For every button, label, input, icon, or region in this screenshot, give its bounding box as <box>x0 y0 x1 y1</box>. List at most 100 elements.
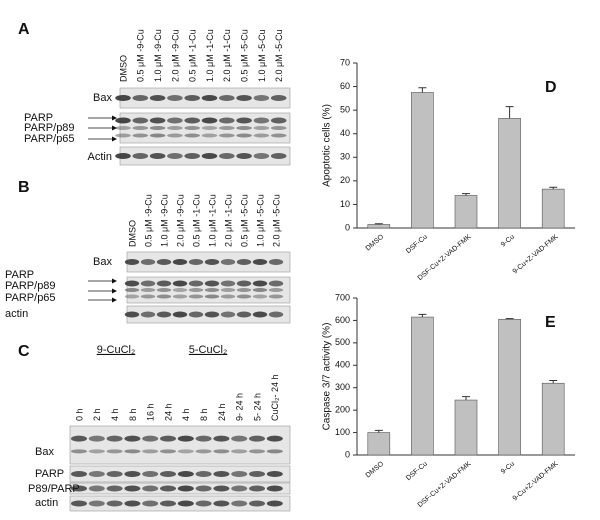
blot-band <box>270 126 287 130</box>
blot-band <box>88 485 105 492</box>
blot-band <box>268 280 284 287</box>
blot-band <box>236 95 252 101</box>
blot-band <box>252 294 268 299</box>
blot-band <box>219 117 235 124</box>
blot-band <box>106 449 123 454</box>
lane-label: 0.5 μM -1-Cu <box>188 29 198 82</box>
x-tick-label: 9-Cu+Z-VAD-FMK <box>512 460 560 502</box>
y-tick-label: 30 <box>340 152 350 162</box>
row-label: Bax <box>93 256 112 268</box>
blot-band <box>188 294 204 299</box>
lane-label: 1.0 μM -9-Cu <box>159 194 169 247</box>
blot-band <box>149 117 166 124</box>
y-tick-label: 200 <box>335 405 350 415</box>
blot-band <box>184 133 200 138</box>
blot-band <box>204 311 220 318</box>
blot-band <box>70 485 88 492</box>
blot-band <box>132 133 149 138</box>
blot-band <box>204 294 220 299</box>
blot-band <box>184 95 200 101</box>
blot-band <box>231 435 248 442</box>
blot-band <box>253 117 270 124</box>
blot-band <box>106 500 123 507</box>
y-tick-label: 0 <box>345 222 350 232</box>
lane-label: 2.0 μM -5-Cu <box>271 194 281 247</box>
blot-band <box>201 117 218 124</box>
blot-band <box>124 449 141 454</box>
blot-band <box>70 500 88 507</box>
arrow-head <box>112 125 117 131</box>
lane-label: 0.5 μM -9-Cu <box>136 29 146 82</box>
blot-band <box>149 133 166 138</box>
row-label: Actin <box>88 151 112 163</box>
blot-band <box>236 117 252 124</box>
y-tick-label: 20 <box>340 175 350 185</box>
error-bar <box>418 313 427 318</box>
x-tick-label: DMSO <box>365 233 386 252</box>
blot-band <box>177 435 194 442</box>
blot-band <box>268 294 284 299</box>
blot-band <box>142 500 159 507</box>
blot-band <box>188 280 204 287</box>
blot-band <box>159 449 177 454</box>
blot-band <box>167 95 183 101</box>
blot-band <box>88 449 105 454</box>
panel-letter: C <box>18 343 30 360</box>
lane-label: 1.0 μM -1-Cu <box>205 29 215 82</box>
x-tick-label: DSF-Cu <box>405 461 429 483</box>
bar <box>454 399 478 456</box>
error-bar <box>462 193 470 196</box>
lane-label: 1.0 μM -5-Cu <box>257 29 267 82</box>
lane-label: 5- 24 h <box>252 393 262 421</box>
error-bar <box>549 380 558 384</box>
blot-band <box>106 435 123 442</box>
blot-band <box>266 500 283 507</box>
group-label: 5-CuCl₂ <box>189 344 228 356</box>
blot-band <box>172 288 188 292</box>
blot-band <box>220 294 236 299</box>
blot-band <box>167 126 183 130</box>
lane-label: 24 h <box>163 403 173 421</box>
row-label: actin <box>5 308 28 320</box>
lane-label: 24 h <box>217 403 227 421</box>
blot-band <box>253 133 270 138</box>
blot-band <box>132 153 149 159</box>
lane-label: 2 h <box>92 408 102 421</box>
x-tick-label: 9-Cu <box>500 234 516 249</box>
blot-band <box>156 311 172 318</box>
y-tick-label: 600 <box>335 315 350 325</box>
blot-band <box>213 500 230 507</box>
blot-band <box>124 500 141 507</box>
x-tick-label: 9-Cu+Z-VAD-FMK <box>512 233 560 275</box>
blot-band <box>149 126 166 130</box>
blot-band <box>142 471 159 477</box>
blot-band <box>236 294 252 299</box>
bar <box>498 118 521 229</box>
row-label: PARP <box>35 468 64 480</box>
blot-band <box>248 449 266 454</box>
lane-label: 1.0 μM -1-Cu <box>207 194 217 247</box>
blot-band <box>140 311 156 318</box>
blot-band <box>156 280 172 287</box>
blot-band <box>167 133 183 138</box>
blot-band <box>266 435 283 442</box>
x-tick-label: DMSO <box>365 460 386 479</box>
blot-band <box>172 259 188 265</box>
blot-band <box>184 153 200 159</box>
blot-band <box>195 500 212 507</box>
blot-band <box>213 435 230 442</box>
bar <box>541 382 565 456</box>
blot-band <box>115 126 131 130</box>
lane-label: 2.0 μM -1-Cu <box>223 194 233 247</box>
blot-band <box>253 126 270 130</box>
bar <box>454 195 478 229</box>
lane-label: 8 h <box>199 408 209 421</box>
panel-letter: E <box>545 314 556 331</box>
blot-band <box>159 435 177 442</box>
blot-band <box>124 485 141 492</box>
lane-label: 16 h <box>146 403 156 421</box>
lane-label: 8 h <box>128 408 138 421</box>
blot-band <box>159 500 177 507</box>
row-label: PARP/p89 <box>24 122 75 134</box>
